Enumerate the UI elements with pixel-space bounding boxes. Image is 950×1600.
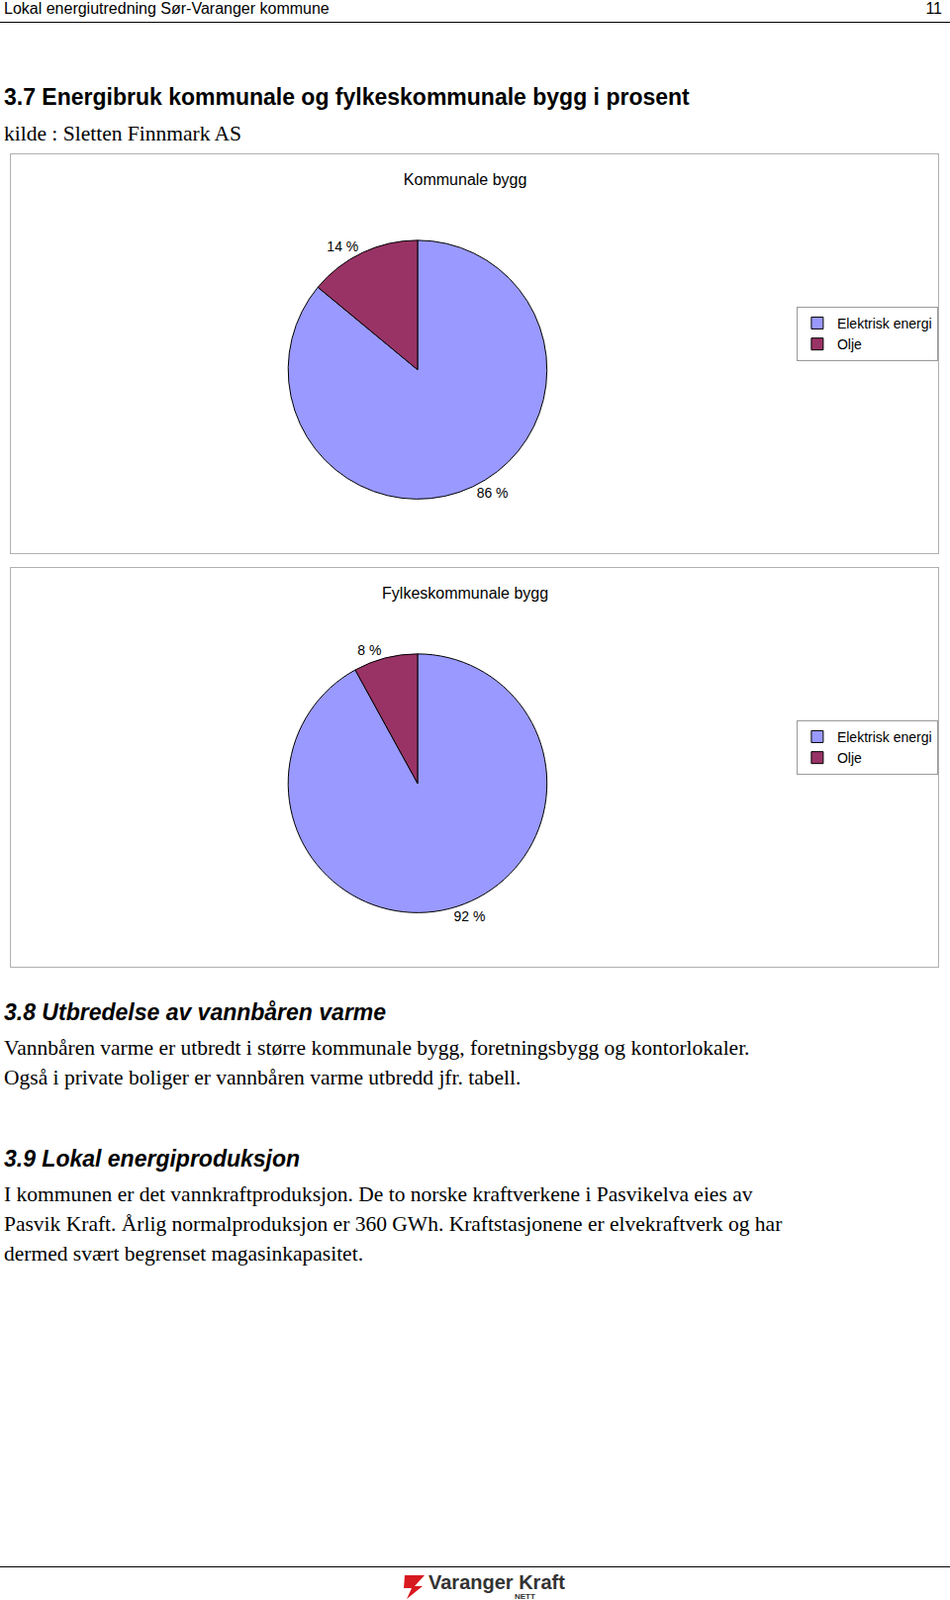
svg-text:Elektrisk energi: Elektrisk energi bbox=[837, 729, 933, 746]
html-text:Også i private boliger er vann: Også i private boliger er vannbåren varm… bbox=[3, 1065, 521, 1090]
html-text:Varanger Kraft: Varanger Kraft bbox=[428, 1571, 565, 1594]
html-text:11: 11 bbox=[925, 0, 943, 17]
html-text:Lokal energiutredning Sør-Vara: Lokal energiutredning Sør-Varanger kommu… bbox=[3, 0, 330, 17]
svg-text:Kommunale bygg: Kommunale bygg bbox=[403, 171, 528, 189]
html-text:3.7 Energibruk kommunale og fy: 3.7 Energibruk kommunale og fylkeskommun… bbox=[3, 84, 690, 110]
html-text:dermed svært begrenset magasin: dermed svært begrenset magasinkapasitet. bbox=[3, 1241, 364, 1266]
html-text:Vannbåren varme er utbredt i s: Vannbåren varme er utbredt i større komm… bbox=[3, 1036, 750, 1060]
svg-text:8 %: 8 % bbox=[357, 642, 381, 659]
html-text:kilde : Sletten Finnmark AS: kilde : Sletten Finnmark AS bbox=[3, 121, 242, 146]
html-text:Pasvik Kraft. Årlig normalprod: Pasvik Kraft. Årlig normalproduksjon er … bbox=[3, 1212, 783, 1236]
svg-text:Olje: Olje bbox=[837, 336, 862, 353]
html-text:3.9 Lokal energiproduksjon: 3.9 Lokal energiproduksjon bbox=[3, 1145, 300, 1172]
svg-text:92 %: 92 % bbox=[453, 908, 485, 925]
svg-text:Fylkeskommunale bygg: Fylkeskommunale bygg bbox=[381, 584, 549, 602]
html-text:3.8 Utbredelse av vannbåren va: 3.8 Utbredelse av vannbåren varme bbox=[3, 999, 387, 1026]
svg-text:14 %: 14 % bbox=[326, 238, 359, 255]
svg-text:Elektrisk energi: Elektrisk energi bbox=[837, 315, 933, 332]
html-text:I kommunen er det vannkraftpro: I kommunen er det vannkraftproduksjon. D… bbox=[3, 1182, 753, 1207]
svg-text:Olje: Olje bbox=[837, 750, 862, 766]
svg-text:86 %: 86 % bbox=[476, 484, 509, 501]
